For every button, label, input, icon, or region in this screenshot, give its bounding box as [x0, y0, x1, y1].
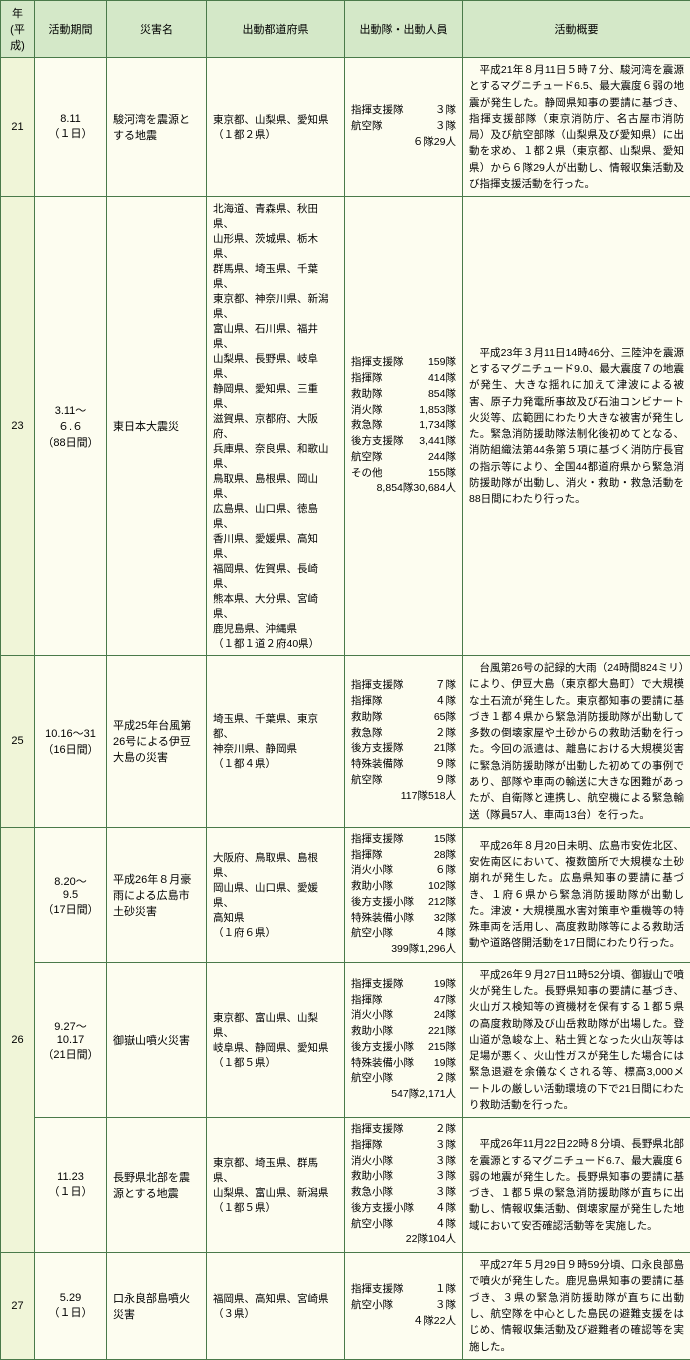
disaster-dispatch-table: 年(平成) 活動期間 災害名 出動都道府県 出動隊・出動人員 活動概要 218.…	[0, 0, 690, 1360]
period-cell: 5.29（１日）	[35, 1253, 107, 1360]
disaster-cell: 長野県北部を震源とする地震	[107, 1118, 207, 1253]
prefecture-cell: 大阪府、鳥取県、島根県、岡山県、山口県、愛媛県、高知県（１府６県）	[207, 827, 345, 962]
header-teams: 出動隊・出動人員	[345, 1, 463, 58]
summary-cell: 平成26年11月22日22時８分頃、長野県北部を震源とするマグニチュード6.7、…	[463, 1118, 690, 1253]
prefecture-cell: 福岡県、高知県、宮崎県（３県）	[207, 1253, 345, 1360]
year-cell: 21	[1, 58, 35, 197]
year-cell: 25	[1, 656, 35, 828]
period-cell: 10.16〜31（16日間）	[35, 656, 107, 828]
disaster-cell: 東日本大震災	[107, 197, 207, 656]
teams-cell: 指揮支援隊１隊航空小隊３隊４隊22人	[345, 1253, 463, 1360]
summary-cell: 平成21年８月11日５時７分、駿河湾を震源とするマグニチュード6.5、最大震度６…	[463, 58, 690, 197]
summary-cell: 台風第26号の記録的大雨（24時間824ミリ）により、伊豆大島（東京都大島町）で…	[463, 656, 690, 828]
year-cell: 26	[1, 827, 35, 1252]
header-year: 年(平成)	[1, 1, 35, 58]
header-row: 年(平成) 活動期間 災害名 出動都道府県 出動隊・出動人員 活動概要	[1, 1, 690, 58]
prefecture-cell: 東京都、埼玉県、群馬県、山梨県、富山県、新潟県（１都５県）	[207, 1118, 345, 1253]
period-cell: 3.11〜６.６（88日間）	[35, 197, 107, 656]
disaster-cell: 駿河湾を震源とする地震	[107, 58, 207, 197]
header-pref: 出動都道府県	[207, 1, 345, 58]
prefecture-cell: 東京都、富山県、山梨県、岐阜県、静岡県、愛知県（１都５県）	[207, 962, 345, 1117]
prefecture-cell: 埼玉県、千葉県、東京都、神奈川県、静岡県（１都４県）	[207, 656, 345, 828]
table-row: 9.27〜10.17（21日間）御嶽山噴火災害東京都、富山県、山梨県、岐阜県、静…	[1, 962, 690, 1117]
summary-cell: 平成26年９月27日11時52分頃、御嶽山で噴火が発生した。長野県知事の要請に基…	[463, 962, 690, 1117]
table-row: 218.11（１日）駿河湾を震源とする地震東京都、山梨県、愛知県（１都２県）指揮…	[1, 58, 690, 197]
table-row: 233.11〜６.６（88日間）東日本大震災北海道、青森県、秋田県、山形県、茨城…	[1, 197, 690, 656]
year-cell: 27	[1, 1253, 35, 1360]
table-row: 2510.16〜31（16日間）平成25年台風第26号による伊豆大島の災害埼玉県…	[1, 656, 690, 828]
summary-cell: 平成26年８月20日未明、広島市安佐北区、安佐南区において、複数箇所で大規模な土…	[463, 827, 690, 962]
teams-cell: 指揮支援隊２隊指揮隊３隊消火小隊３隊救助小隊３隊救急小隊３隊後方支援小隊４隊航空…	[345, 1118, 463, 1253]
summary-cell: 平成23年３月11日14時46分、三陸沖を震源とするマグニチュード9.0、最大震…	[463, 197, 690, 656]
period-cell: 11.23（１日）	[35, 1118, 107, 1253]
prefecture-cell: 北海道、青森県、秋田県、山形県、茨城県、栃木県、群馬県、埼玉県、千葉県、東京都、…	[207, 197, 345, 656]
teams-cell: 指揮支援隊３隊航空隊３隊６隊29人	[345, 58, 463, 197]
prefecture-cell: 東京都、山梨県、愛知県（１都２県）	[207, 58, 345, 197]
disaster-cell: 平成25年台風第26号による伊豆大島の災害	[107, 656, 207, 828]
summary-cell: 平成27年５月29日９時59分頃、口永良部島で噴火が発生した。鹿児島県知事の要請…	[463, 1253, 690, 1360]
year-cell: 23	[1, 197, 35, 656]
header-disaster: 災害名	[107, 1, 207, 58]
table-row: 11.23（１日）長野県北部を震源とする地震東京都、埼玉県、群馬県、山梨県、富山…	[1, 1118, 690, 1253]
table-row: 268.20〜9.5（17日間）平成26年８月豪雨による広島市土砂災害大阪府、鳥…	[1, 827, 690, 962]
table-row: 275.29（１日）口永良部島噴火災害福岡県、高知県、宮崎県（３県）指揮支援隊１…	[1, 1253, 690, 1360]
header-period: 活動期間	[35, 1, 107, 58]
teams-cell: 指揮支援隊15隊指揮隊28隊消火小隊６隊救助小隊102隊後方支援小隊212隊特殊…	[345, 827, 463, 962]
teams-cell: 指揮支援隊７隊指揮隊４隊救助隊65隊救急隊２隊後方支援隊21隊特殊装備隊９隊航空…	[345, 656, 463, 828]
disaster-cell: 口永良部島噴火災害	[107, 1253, 207, 1360]
disaster-cell: 平成26年８月豪雨による広島市土砂災害	[107, 827, 207, 962]
header-summary: 活動概要	[463, 1, 690, 58]
period-cell: 9.27〜10.17（21日間）	[35, 962, 107, 1117]
teams-cell: 指揮支援隊19隊指揮隊47隊消火小隊24隊救助小隊221隊後方支援小隊215隊特…	[345, 962, 463, 1117]
period-cell: 8.20〜9.5（17日間）	[35, 827, 107, 962]
teams-cell: 指揮支援隊159隊指揮隊414隊救助隊854隊消火隊1,853隊救急隊1,734…	[345, 197, 463, 656]
disaster-cell: 御嶽山噴火災害	[107, 962, 207, 1117]
period-cell: 8.11（１日）	[35, 58, 107, 197]
